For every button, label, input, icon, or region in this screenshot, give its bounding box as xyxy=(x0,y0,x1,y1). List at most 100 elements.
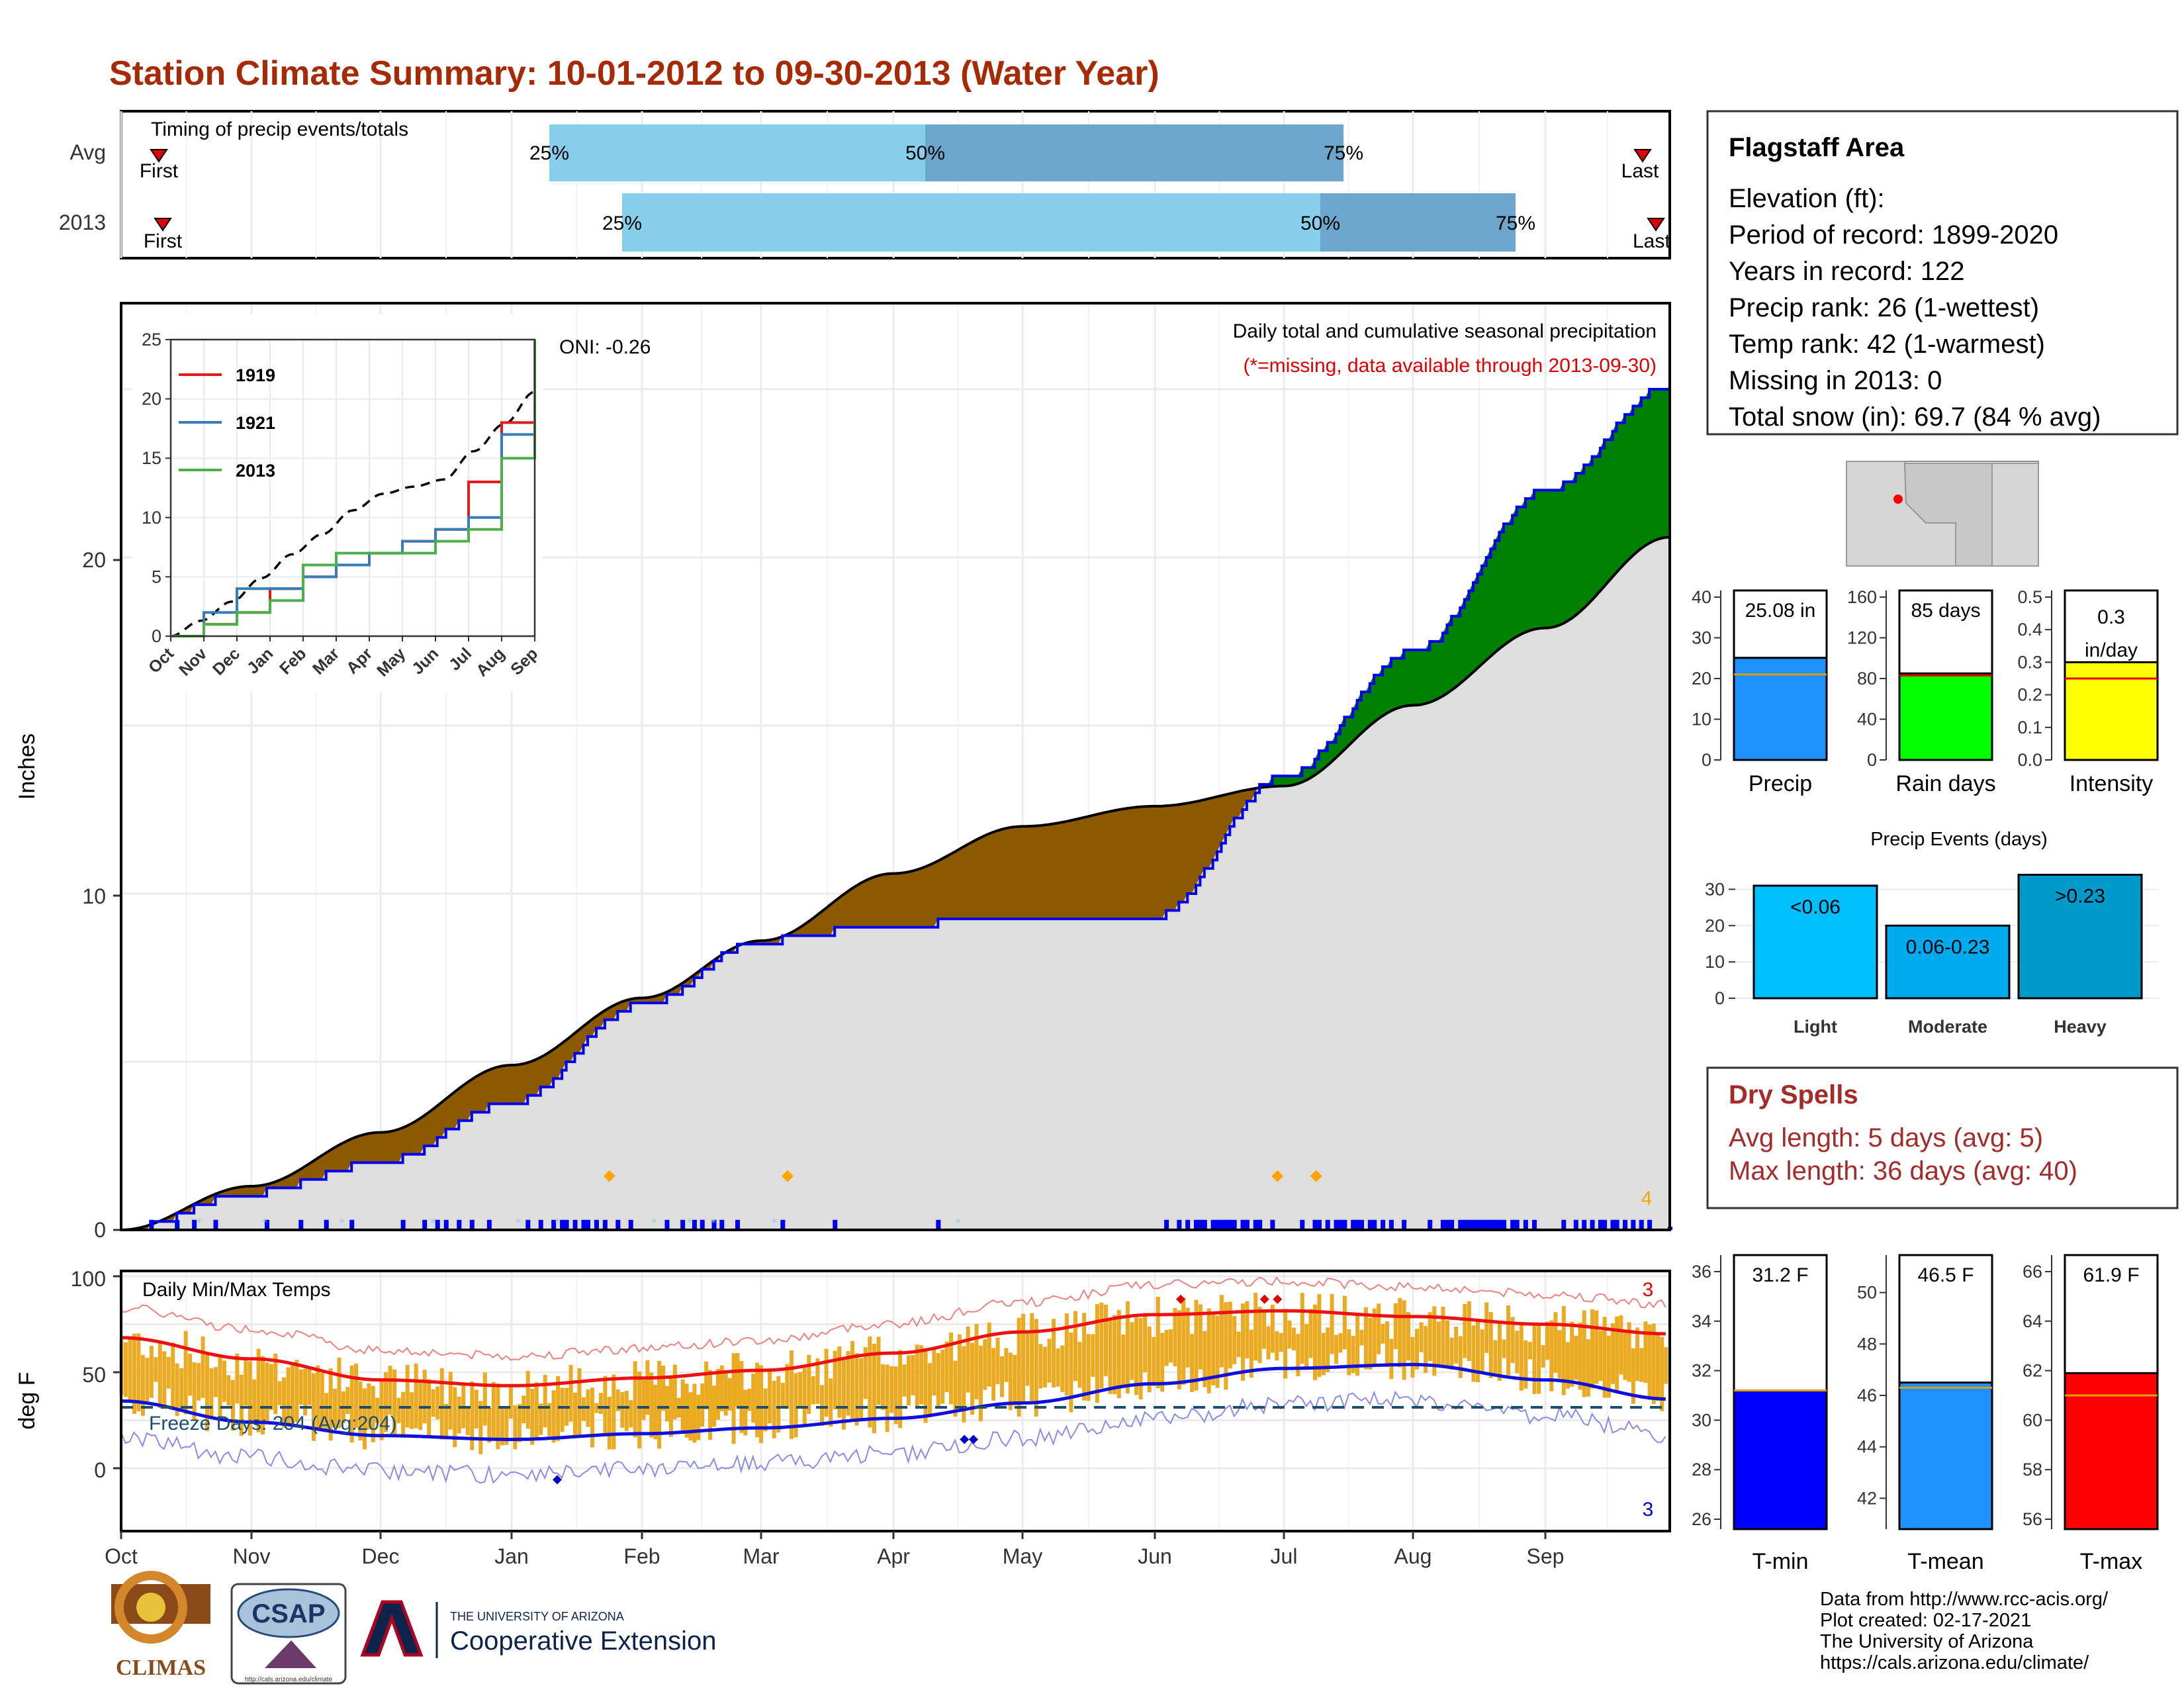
daily-temp-bar xyxy=(1296,1334,1300,1376)
daily-temp-bar xyxy=(218,1354,222,1418)
daily-temp-bar xyxy=(1270,1304,1275,1353)
daily-temp-bar xyxy=(1594,1310,1599,1384)
bar-ytick-label: 64 xyxy=(2023,1311,2042,1331)
daily-temp-bar xyxy=(1619,1315,1623,1375)
daily-temp-bar xyxy=(188,1354,193,1396)
daily-temp-bar xyxy=(1047,1338,1052,1383)
snow-marker: * xyxy=(711,1216,716,1229)
summary-bar xyxy=(1733,657,1828,761)
inset-ytick-label: 20 xyxy=(142,389,161,409)
csap-logo-text: CSAP xyxy=(251,1599,325,1628)
bar-ytick-label: 44 xyxy=(1857,1437,1877,1457)
daily-precip-bar xyxy=(594,1219,599,1230)
daily-temp-bar xyxy=(1203,1331,1207,1387)
inset-background xyxy=(132,314,543,692)
yr-first-label: First xyxy=(144,230,183,252)
daily-temp-bar xyxy=(1424,1326,1428,1373)
daily-temp-bar xyxy=(1073,1311,1077,1382)
daily-temp-bar xyxy=(1541,1344,1545,1368)
daily-temp-bar xyxy=(966,1326,970,1393)
daily-temp-bar xyxy=(1326,1327,1330,1372)
daily-precip-bar xyxy=(628,1219,633,1230)
daily-temp-bar xyxy=(123,1342,128,1397)
daily-temp-bar xyxy=(573,1392,578,1438)
daily-temp-bar xyxy=(815,1358,820,1404)
daily-temp-bar xyxy=(261,1356,265,1434)
daily-temp-bar xyxy=(179,1368,184,1410)
extreme-precip-marker xyxy=(1310,1170,1322,1182)
events-bar-label: Moderate xyxy=(1908,1017,1987,1037)
events-bar-text: 0.06-0.23 xyxy=(1906,936,1990,958)
location-map xyxy=(1846,461,2039,567)
daily-precip-bar xyxy=(1523,1219,1528,1230)
snow-marker: * xyxy=(687,1216,692,1229)
daily-temp-bar xyxy=(785,1364,790,1409)
daily-temp-bar xyxy=(1338,1333,1343,1353)
bar-ytick-label: 0.1 xyxy=(2017,718,2042,737)
daily-temp-bar xyxy=(723,1370,728,1416)
daily-temp-bar xyxy=(859,1358,864,1420)
daily-temp-bar xyxy=(384,1372,388,1432)
daily-precip-bar xyxy=(564,1219,569,1230)
daily-temp-bar xyxy=(522,1395,526,1424)
extreme-precip-marker xyxy=(603,1170,615,1182)
daily-temp-bar xyxy=(936,1352,940,1409)
daily-precip-bar xyxy=(1647,1219,1653,1230)
daily-precip-bar xyxy=(1177,1219,1182,1230)
daily-temp-bar xyxy=(1095,1304,1099,1403)
inset-frame xyxy=(169,338,536,637)
csap-logo-url: http://cals.arizona.edu/climate xyxy=(245,1676,333,1683)
summary-bar-value: 85 days xyxy=(1911,600,1980,622)
info-line: Total snow (in): 69.7 (84 % avg) xyxy=(1729,402,2101,432)
daily-temp-bar xyxy=(1359,1329,1364,1346)
daily-temp-bar xyxy=(824,1348,829,1417)
csap-mountain xyxy=(265,1640,316,1668)
daily-temp-bar xyxy=(1236,1331,1241,1358)
info-line: Temp rank: 42 (1-warmest) xyxy=(1729,330,2045,359)
daily-temp-bar xyxy=(957,1334,962,1407)
extreme-markers xyxy=(603,1170,1322,1182)
daily-temp-bar xyxy=(1598,1330,1603,1382)
temp-ytick-100: 100 xyxy=(71,1267,106,1291)
bar-ytick-label: 0.2 xyxy=(2017,685,2042,705)
daily-precip-bar xyxy=(1228,1219,1233,1230)
info-line: Period of record: 1899-2020 xyxy=(1729,220,2058,250)
daily-temp-bar xyxy=(1215,1315,1220,1388)
bar-ytick-label: 32 xyxy=(1692,1361,1711,1381)
daily-temp-bar xyxy=(1034,1319,1038,1417)
bar-ytick-label: 120 xyxy=(1847,628,1877,648)
inset-legend-label: 1921 xyxy=(236,413,275,433)
daily-temp-bar xyxy=(465,1407,470,1435)
daily-temp-bar xyxy=(1497,1323,1502,1382)
daily-temp-bar xyxy=(1224,1302,1228,1390)
record-high-marker xyxy=(1259,1294,1269,1304)
daily-temp-bar xyxy=(1116,1310,1121,1399)
daily-temp-bar xyxy=(607,1396,612,1450)
daily-precip-bar xyxy=(936,1219,941,1230)
daily-precip-bar xyxy=(1488,1219,1494,1230)
daily-temp-bar xyxy=(1025,1332,1030,1386)
bar-ytick-label: 28 xyxy=(1692,1460,1711,1479)
daily-temp-bar xyxy=(747,1388,752,1411)
daily-precip-bar xyxy=(264,1219,269,1230)
info-line: Missing in 2013: 0 xyxy=(1729,366,1942,395)
daily-temp-bar xyxy=(1372,1308,1377,1364)
daily-temp-bar xyxy=(653,1384,658,1440)
yr-p75: 75% xyxy=(1496,212,1535,234)
daily-temp-bar xyxy=(755,1362,760,1438)
summary-bar xyxy=(2064,1372,2159,1530)
daily-temp-bar xyxy=(987,1322,991,1387)
events-title: Precip Events (days) xyxy=(1870,829,2048,850)
daily-temp-bar xyxy=(1113,1315,1117,1395)
daily-temp-bar xyxy=(448,1372,453,1430)
daily-precip-bar xyxy=(560,1219,565,1230)
bar-ytick-label: 20 xyxy=(1692,669,1711,688)
daily-temp-bar xyxy=(230,1380,235,1431)
daily-temp-bar xyxy=(1317,1293,1322,1378)
station-location-dot xyxy=(1893,494,1903,504)
daily-temp-bar xyxy=(1169,1329,1173,1363)
daily-precip-bar xyxy=(1484,1219,1489,1230)
daily-temp-bar xyxy=(995,1337,1000,1384)
daily-precip-bar xyxy=(443,1219,449,1230)
daily-temp-bar xyxy=(1017,1317,1021,1417)
